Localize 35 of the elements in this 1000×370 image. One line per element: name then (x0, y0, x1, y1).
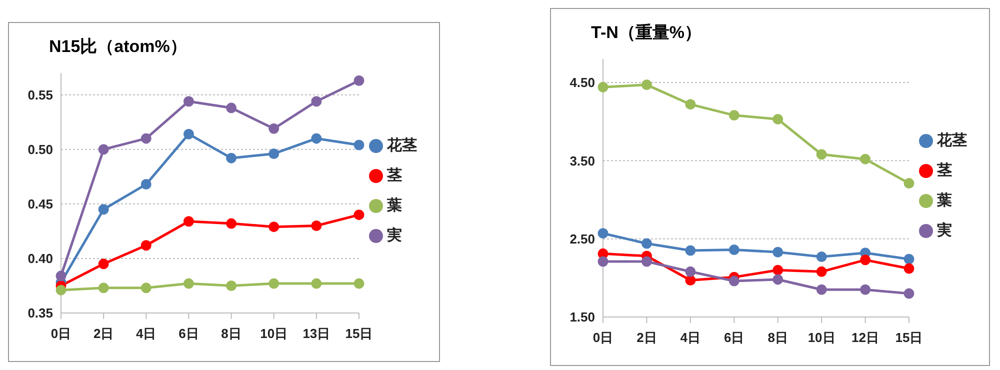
y-tick-label: 0.50 (28, 142, 53, 157)
x-tick-label: 0日 (50, 326, 72, 342)
x-tick-label: 8日 (768, 330, 788, 346)
legend-label: 茎 (387, 167, 402, 184)
x-tick-label: 6日 (724, 330, 744, 346)
legend-label: 茎 (937, 162, 952, 179)
legend-label: 花茎 (937, 132, 967, 149)
x-tick-label: 6日 (178, 326, 199, 342)
y-tick-label: 2.50 (570, 231, 595, 246)
legend-label: 葉 (937, 192, 952, 209)
chart-title: N15比（atom%） (49, 36, 187, 58)
x-tick-label: 10日 (808, 330, 836, 346)
y-tick-label: 0.40 (28, 251, 53, 266)
y-tick-label: 0.35 (28, 306, 53, 321)
legend-label: 葉 (387, 197, 402, 214)
x-tick-label: 0日 (592, 330, 614, 346)
x-tick-label: 4日 (136, 326, 156, 342)
y-tick-label: 4.50 (570, 75, 595, 90)
y-tick-label: 0.45 (28, 196, 53, 212)
legend-label: 実 (387, 227, 402, 244)
x-tick-label: 2日 (636, 330, 657, 346)
legend-label: 花茎 (387, 137, 417, 154)
x-tick-label: 10日 (260, 326, 288, 342)
y-tick-label: 3.50 (570, 153, 595, 168)
x-tick-label: 13日 (302, 326, 330, 342)
x-tick-label: 15日 (345, 326, 373, 342)
x-tick-label: 2日 (93, 326, 114, 342)
x-tick-label: 4日 (680, 330, 701, 346)
chart-title: T-N（重量%） (591, 22, 702, 44)
x-tick-label: 8日 (221, 326, 242, 342)
legend-label: 実 (937, 222, 952, 239)
x-tick-label: 15日 (895, 330, 923, 346)
x-tick-label: 12日 (852, 330, 880, 346)
y-tick-label: 1.50 (570, 310, 595, 325)
y-tick-label: 0.55 (28, 87, 53, 102)
